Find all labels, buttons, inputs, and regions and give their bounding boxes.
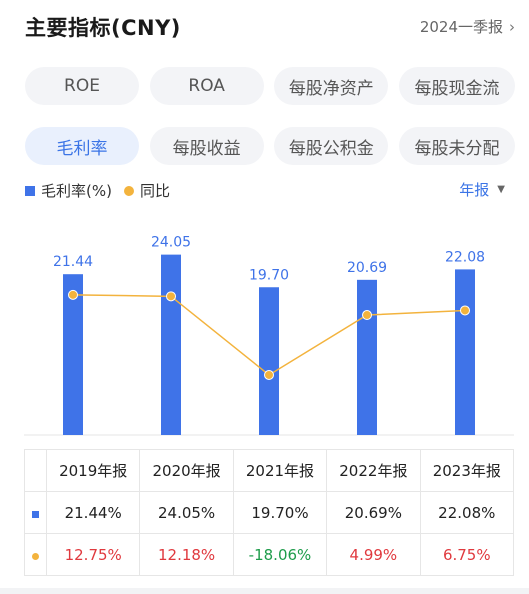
- table-header-row: 2019年报 2020年报 2021年报 2022年报 2023年报: [24, 449, 515, 492]
- bar[interactable]: [259, 287, 279, 435]
- table-cell: 12.18%: [139, 533, 234, 576]
- tab-gross-margin[interactable]: 毛利率: [25, 127, 139, 165]
- chevron-right-icon: ›: [509, 17, 515, 36]
- yoy-point[interactable]: [68, 289, 78, 300]
- table-cell: 4.99%: [326, 533, 421, 576]
- bar-value-label: 22.08: [445, 249, 485, 265]
- table-cell: 21.44%: [45, 491, 141, 534]
- tab-eps[interactable]: 每股收益: [149, 127, 264, 165]
- table-cell: 12.75%: [45, 533, 141, 576]
- tab-roe[interactable]: ROE: [25, 67, 139, 105]
- period-label: 2024一季报: [419, 18, 503, 36]
- bar[interactable]: [455, 269, 475, 435]
- line-legend-marker: [123, 185, 134, 196]
- table-corner-cell: [24, 449, 47, 492]
- yoy-point[interactable]: [264, 369, 274, 380]
- header: 主要指标(CNY) 2024一季报 ›: [0, 0, 529, 56]
- data-table: 2019年报 2020年报 2021年报 2022年报 2023年报 21.44…: [24, 449, 515, 576]
- bar[interactable]: [357, 279, 377, 435]
- bar-value-label: 20.69: [347, 260, 387, 276]
- table-row-marker: [24, 491, 47, 534]
- bottom-divider: [0, 588, 529, 594]
- report-type-label: 年报: [459, 181, 490, 199]
- table-header-cell: 2020年报: [139, 449, 234, 492]
- table-header-cell: 2021年报: [232, 449, 328, 492]
- line-legend-label: 同比: [139, 182, 170, 200]
- tab-cash-flow-per-share[interactable]: 每股现金流: [398, 67, 515, 105]
- page-title: 主要指标(CNY): [25, 16, 181, 40]
- bar[interactable]: [63, 274, 83, 435]
- bar-value-label: 19.70: [249, 267, 289, 283]
- chart-legend: 毛利率(%) 同比: [25, 180, 170, 201]
- table-row-yoy: 12.75% 12.18% -18.06% 4.99% 6.75%: [24, 533, 515, 576]
- bar-value-label: 21.44: [53, 254, 93, 270]
- tab-net-assets-per-share[interactable]: 每股净资产: [274, 67, 389, 105]
- table-row-marker: [24, 533, 47, 576]
- metric-tabs-row-1: ROE ROA 每股净资产 每股现金流: [25, 67, 515, 105]
- tab-roa[interactable]: ROA: [149, 67, 264, 105]
- caret-down-icon: ▼: [497, 184, 505, 195]
- line-series-marker: [32, 552, 39, 560]
- gross-margin-chart: 21.44 24.05 19.70 20.69 22.08: [24, 235, 514, 436]
- bar-value-label: 24.05: [151, 235, 191, 251]
- table-cell: 20.69%: [326, 491, 421, 534]
- table-cell: 24.05%: [139, 491, 234, 534]
- table-cell: 6.75%: [419, 533, 515, 576]
- yoy-point[interactable]: [362, 310, 372, 321]
- period-selector[interactable]: 2024一季报 ›: [420, 16, 515, 37]
- table-cell: 19.70%: [232, 491, 328, 534]
- bar[interactable]: [161, 254, 181, 435]
- report-type-dropdown[interactable]: 年报 ▼: [459, 179, 505, 200]
- yoy-point[interactable]: [460, 305, 470, 316]
- bar-legend-label: 毛利率(%): [41, 182, 112, 200]
- metric-tabs-row-2: 毛利率 每股收益 每股公积金 每股未分配: [25, 127, 515, 165]
- table-row-gross-margin: 21.44% 24.05% 19.70% 20.69% 22.08%: [24, 491, 515, 534]
- table-header-cell: 2022年报: [326, 449, 421, 492]
- bar-series-marker: [32, 510, 39, 518]
- tab-undistributed-per-share[interactable]: 每股未分配: [398, 127, 515, 165]
- yoy-point[interactable]: [166, 291, 176, 302]
- table-cell: -18.06%: [232, 533, 328, 576]
- tab-reserve-per-share[interactable]: 每股公积金: [274, 127, 389, 165]
- table-cell: 22.08%: [419, 491, 515, 534]
- bar-legend-marker: [25, 185, 35, 196]
- table-header-cell: 2019年报: [45, 449, 141, 492]
- table-header-cell: 2023年报: [419, 449, 515, 492]
